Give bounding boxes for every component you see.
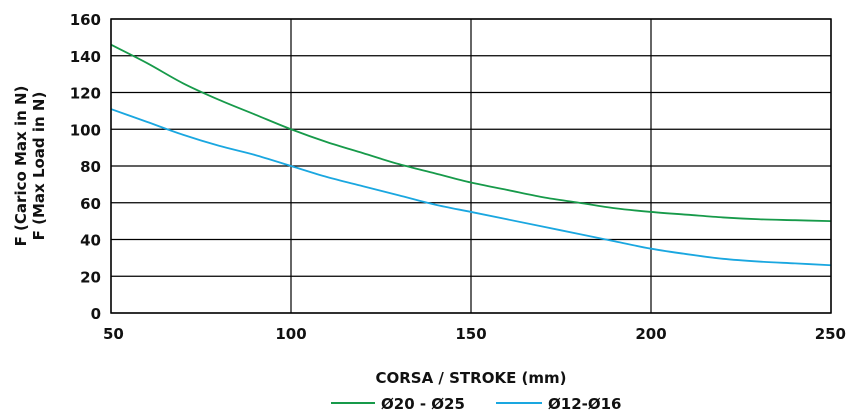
x-axis-title: CORSA / STROKE (mm) xyxy=(375,369,566,387)
y-tick-labels: 0 20 40 60 80 100 120 140 160 xyxy=(70,11,101,323)
y-tick-label: 120 xyxy=(70,85,101,103)
legend-label-2: Ø12-Ø16 xyxy=(548,395,621,413)
y-tick-label: 100 xyxy=(70,121,101,139)
y-tick-label: 80 xyxy=(80,158,101,176)
y-tick-label: 160 xyxy=(70,11,101,29)
y-axis-title-line-2: F (Max Load in N) xyxy=(30,92,48,241)
y-tick-label: 140 xyxy=(70,48,101,66)
y-tick-label: 40 xyxy=(80,232,101,250)
x-tick-label: 150 xyxy=(455,325,486,343)
x-tick-labels: 50 100 150 200 250 xyxy=(103,325,846,343)
grid xyxy=(110,18,832,314)
x-tick-label: 100 xyxy=(275,325,306,343)
legend-label-1: Ø20 - Ø25 xyxy=(381,395,465,413)
x-tick-label: 50 xyxy=(103,325,124,343)
series-line-2 xyxy=(110,108,832,267)
series-layer xyxy=(110,43,832,267)
y-tick-label: 60 xyxy=(80,195,101,213)
series-line-1 xyxy=(110,43,832,223)
plot-frame xyxy=(110,18,832,314)
y-tick-label: 20 xyxy=(80,268,101,286)
y-tick-label: 0 xyxy=(91,305,101,323)
x-tick-label: 250 xyxy=(815,325,846,343)
legend: Ø20 - Ø25 Ø12-Ø16 xyxy=(331,395,621,413)
x-tick-label: 200 xyxy=(635,325,666,343)
y-axis-title-line-1: F (Carico Max in N) xyxy=(12,86,30,247)
